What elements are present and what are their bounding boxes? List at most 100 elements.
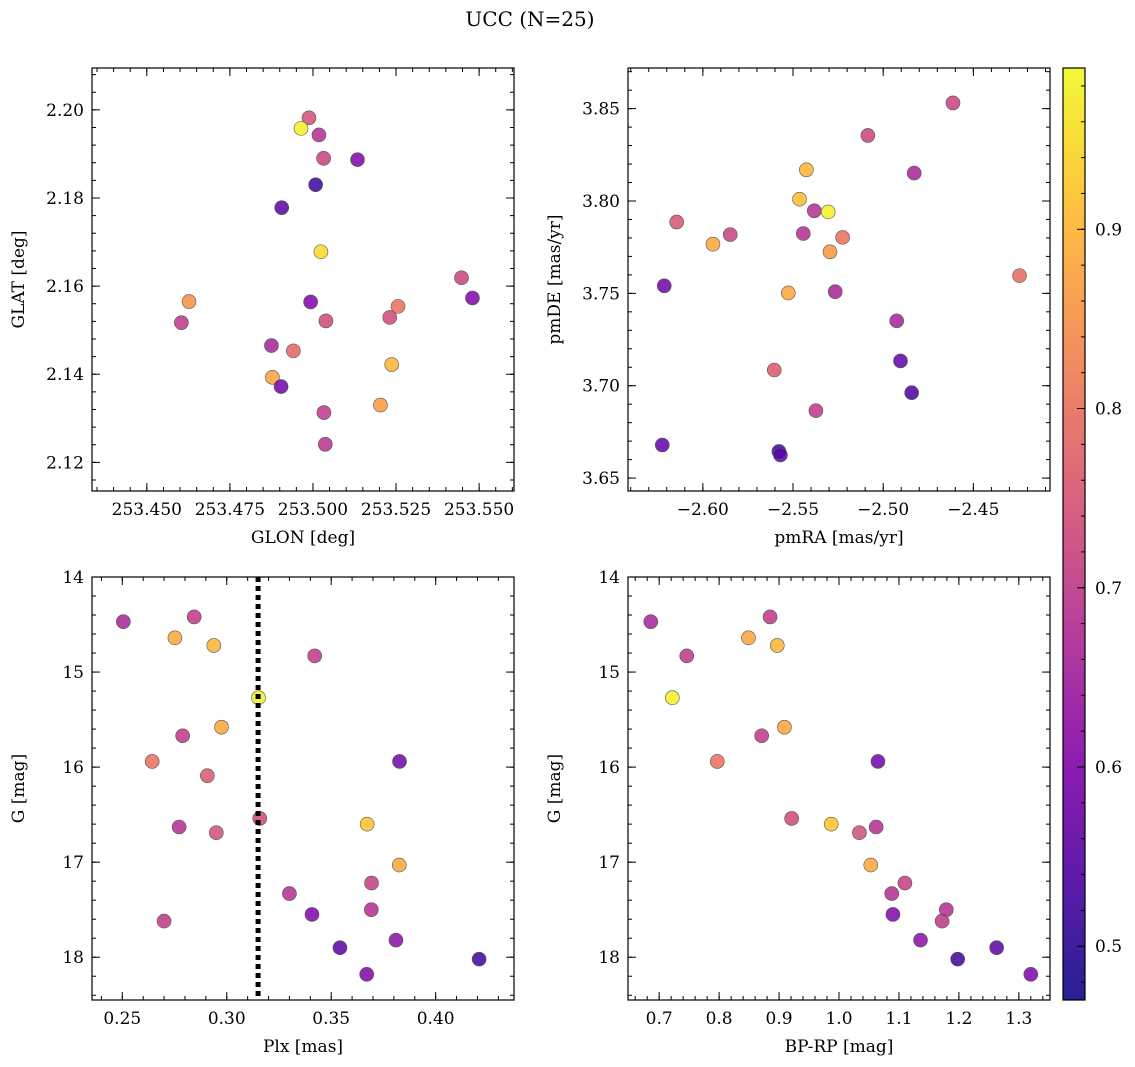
axes-frame [91, 576, 515, 1001]
data-point [945, 95, 961, 111]
data-point [904, 385, 919, 401]
data-point [350, 152, 365, 167]
data-point [359, 816, 375, 832]
x-tick-label: 253.450 [112, 500, 182, 520]
data-point [144, 754, 160, 769]
panel-pmra-pmde: −2.60 −2.55 −2.50 −2.45 3.65 3.70 3.75 3.80 3.85… [545, 67, 1051, 548]
data-point [274, 200, 290, 215]
data-point [889, 313, 905, 329]
data-point [265, 370, 280, 385]
data-point [792, 191, 807, 207]
colorbar-tick-label: 0.6 [1095, 758, 1122, 778]
y-axis-label: G [mag] [545, 754, 565, 823]
data-point [835, 230, 850, 245]
x-tick-label: 1.2 [945, 1009, 972, 1029]
data-point [766, 362, 782, 378]
data-point [465, 290, 480, 306]
data-point [392, 754, 407, 769]
axes-frame [91, 67, 515, 492]
data-point [705, 236, 721, 252]
y-tick-label: 18 [598, 948, 620, 968]
y-tick-label: 3.65 [582, 469, 620, 489]
data-point [989, 940, 1004, 956]
data-point [171, 819, 187, 835]
data-point [200, 768, 215, 783]
x-tick-label: 0.9 [766, 1009, 793, 1029]
data-point [454, 270, 469, 286]
x-axis-label: GLON [deg] [251, 528, 355, 548]
scatter-points [174, 110, 480, 452]
data-point [392, 857, 407, 873]
data-point [769, 638, 785, 653]
colorbar-frame [1062, 67, 1086, 1001]
data-point [307, 648, 322, 664]
y-tick-label: 15 [598, 663, 620, 683]
data-point [784, 811, 799, 826]
scatter-points [116, 609, 487, 982]
x-tick-label: 0.25 [103, 1009, 141, 1029]
x-tick-label: −2.60 [677, 500, 729, 520]
data-point [934, 913, 950, 929]
colorbar-tick-label: 0.7 [1095, 579, 1122, 599]
data-point [654, 437, 670, 453]
y-tick-label: 16 [62, 758, 84, 778]
panel-plx-g: 0.25 0.30 0.35 0.40 14 15 16 17 18 Plx [mas] G [ma… [9, 568, 515, 1057]
data-point [308, 177, 323, 193]
data-point [316, 405, 332, 420]
data-point [870, 754, 886, 769]
data-point [286, 343, 301, 359]
x-tick-label: 253.500 [278, 500, 348, 520]
data-point [773, 447, 788, 463]
y-tick-label: 3.70 [582, 377, 620, 397]
colorbar-tick-label: 0.8 [1095, 400, 1122, 420]
data-point [359, 967, 375, 982]
data-point [304, 907, 320, 922]
x-tick-label: 0.30 [208, 1009, 246, 1029]
data-point [174, 315, 189, 330]
data-point [656, 278, 672, 294]
data-point [710, 754, 725, 769]
y-tick-label: 3.85 [582, 100, 620, 120]
data-point [762, 609, 778, 625]
data-point [806, 203, 822, 219]
data-point [868, 819, 884, 835]
data-point [373, 397, 388, 413]
figure-title: UCC (N=25) [465, 7, 594, 31]
x-axis-label: pmRA [mas/yr] [774, 528, 903, 548]
data-point [950, 951, 965, 967]
data-point [822, 244, 838, 260]
data-point [316, 151, 331, 166]
x-tick-label: 0.7 [646, 1009, 673, 1029]
ticks [628, 576, 1050, 1000]
data-point [897, 875, 913, 891]
data-point [311, 127, 327, 143]
data-point [913, 932, 928, 948]
scatter-points [643, 609, 1039, 982]
data-point [332, 940, 348, 956]
ticks [628, 68, 1050, 491]
colorbar-tick-label: 0.5 [1095, 937, 1122, 957]
data-point [390, 299, 406, 314]
x-tick-label: −2.55 [767, 500, 819, 520]
data-point [823, 816, 839, 832]
data-point [885, 907, 901, 922]
panel-glon-glat: 253.450 253.475 253.500 253.525 253.550 2.12 2… [9, 67, 515, 548]
data-point [893, 353, 908, 369]
x-tick-label: 253.550 [444, 500, 514, 520]
y-tick-label: 18 [62, 948, 84, 968]
x-axis-label: Plx [mas] [263, 1037, 343, 1057]
data-point [317, 436, 333, 452]
x-tick-label: 1.3 [1005, 1009, 1032, 1029]
y-axis-label: pmDE [mas/yr] [545, 214, 565, 344]
data-point [820, 204, 836, 220]
data-point [754, 728, 769, 744]
x-tick-label: 0.40 [417, 1009, 455, 1029]
data-point [313, 244, 329, 260]
y-tick-label: 2.16 [46, 277, 84, 297]
data-point [884, 886, 900, 901]
y-tick-label: 14 [62, 568, 84, 588]
data-point [206, 638, 222, 653]
x-tick-label: 253.475 [195, 500, 265, 520]
data-point [384, 357, 400, 372]
